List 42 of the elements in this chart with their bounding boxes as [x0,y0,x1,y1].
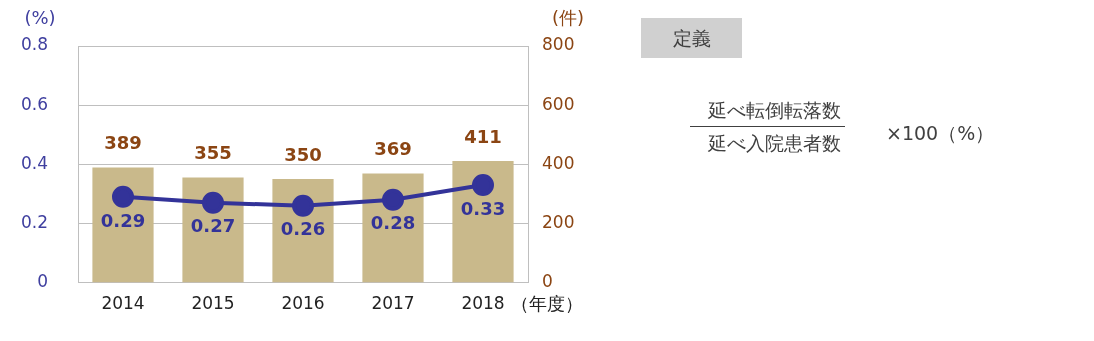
bar [452,161,514,283]
x-axis-title: （年度） [511,293,583,315]
bar [362,173,424,283]
text: ×100（%） [886,121,995,146]
y2-tick-label: 200 [542,211,575,232]
bar [92,167,154,283]
text: 延べ転倒転落数 [690,98,845,127]
data-label: 389 [104,132,142,154]
y2-tick-label: 400 [542,152,575,173]
y-tick-label: 0 [37,271,48,292]
data-label: 0.26 [280,218,326,240]
x-tick-label: 2016 [281,293,325,314]
y2-tick-label: 0 [542,271,553,292]
y2-tick-label: 600 [542,93,575,114]
point [112,185,134,208]
y2-tick-label: 800 [542,34,575,55]
data-label: 355 [194,142,232,164]
y-tick-label: 0.6 [20,93,48,114]
text: 定義 [641,18,742,58]
data-label: 369 [374,138,412,160]
x-tick-label: 2017 [371,293,415,314]
point [382,188,404,211]
data-label: 0.29 [100,209,146,231]
point [202,191,224,214]
y-tick-label: 0.2 [20,211,48,232]
y-tick-label: 0.4 [20,152,48,173]
bar [182,177,244,283]
y-tick-label: 0.8 [20,34,48,55]
data-label: 0.33 [460,197,506,219]
data-label: 350 [284,143,322,165]
data-label: 411 [464,125,502,147]
x-tick-label: 2014 [101,293,145,314]
x-tick-label: 2018 [461,293,505,314]
text: 延べ入院患者数 [707,131,842,156]
y2-axis-title: (件) [551,6,585,28]
point [292,194,314,217]
y-axis-title: (%) [24,6,56,28]
bar [272,179,334,283]
x-tick-label: 2015 [191,293,235,314]
data-label: 0.27 [190,215,236,237]
point [472,174,494,196]
data-label: 0.28 [370,212,416,234]
